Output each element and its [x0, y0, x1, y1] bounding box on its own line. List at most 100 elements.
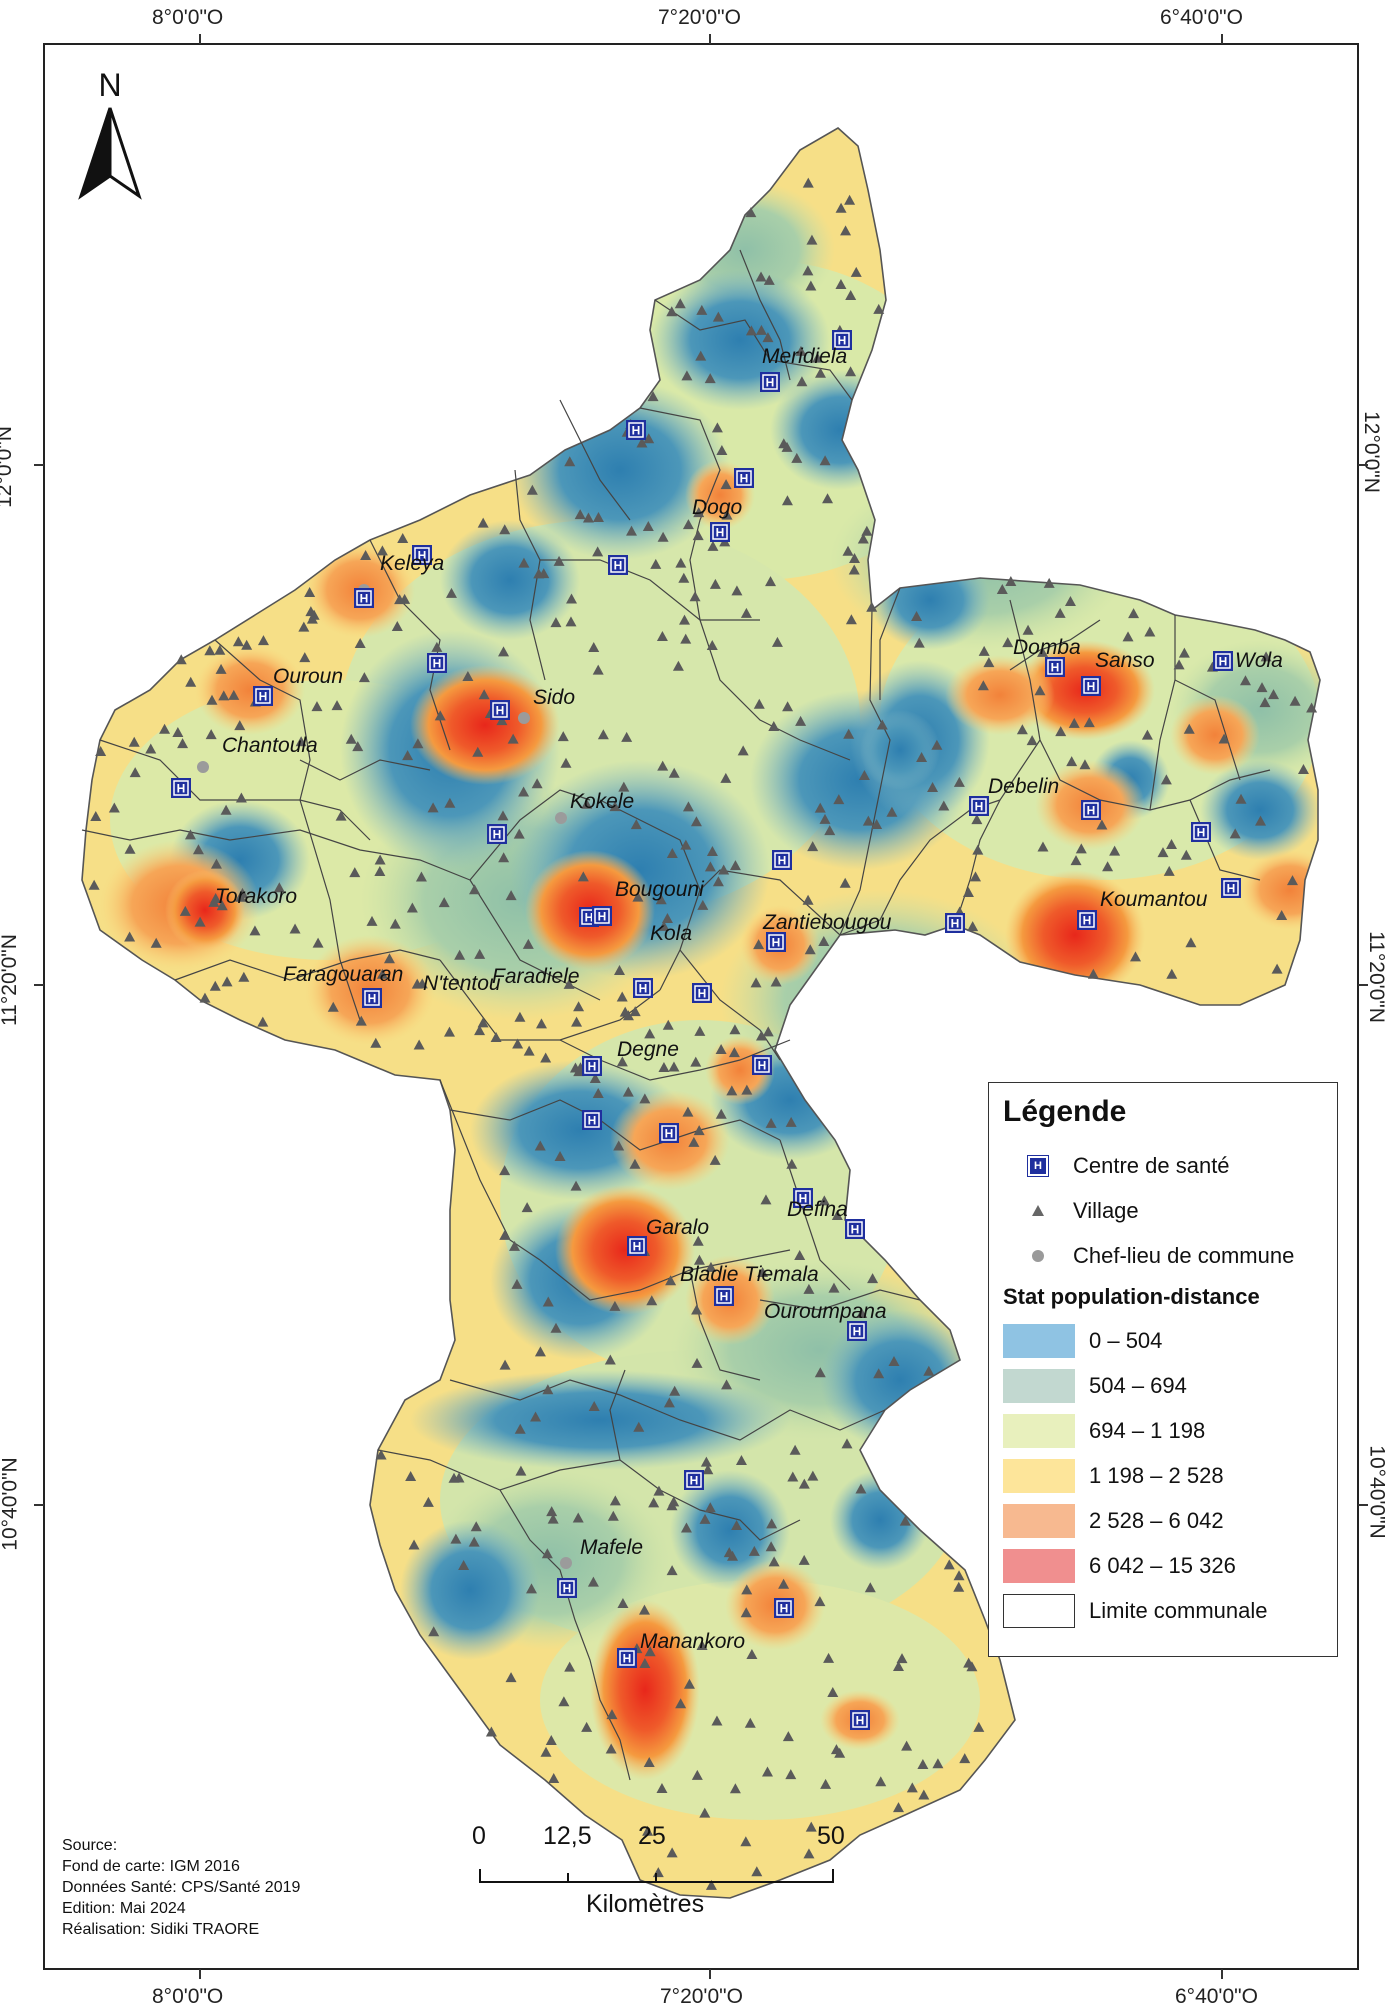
- village-marker: [704, 373, 716, 384]
- village-marker: [1141, 729, 1153, 740]
- svg-text:H: H: [614, 559, 623, 573]
- village-marker: [592, 1088, 604, 1099]
- hospital-icon: H: [608, 555, 628, 575]
- hospital-icon: H: [847, 1321, 867, 1341]
- village-marker: [970, 871, 982, 882]
- village-marker: [693, 1254, 705, 1265]
- village-marker: [762, 1026, 774, 1037]
- village-marker: [661, 913, 673, 924]
- scale-tick-12-5: 12,5: [543, 1822, 592, 1850]
- village-marker: [587, 1576, 599, 1587]
- village-marker: [306, 613, 318, 624]
- hospital-icon: H: [412, 545, 432, 565]
- village-marker: [534, 1346, 546, 1357]
- village-marker: [509, 1240, 521, 1251]
- village-marker: [172, 726, 184, 737]
- village-marker: [814, 1367, 826, 1378]
- village-marker: [761, 1766, 773, 1777]
- village-marker: [609, 1495, 621, 1506]
- village-marker: [462, 670, 474, 681]
- village-marker: [762, 332, 774, 343]
- hospital-icon: H: [752, 1055, 772, 1075]
- village-marker: [820, 1778, 832, 1789]
- hospital-icon: H: [633, 978, 653, 998]
- label-kola: Kola: [650, 922, 692, 945]
- village-marker: [666, 1500, 678, 1511]
- svg-text:H: H: [1087, 680, 1096, 694]
- village-marker: [971, 814, 983, 825]
- hospital-icon: H: [684, 1470, 704, 1490]
- village-markers: [88, 177, 1318, 1890]
- village-marker: [626, 525, 638, 536]
- village-marker: [740, 1836, 752, 1847]
- hospital-icon: H: [692, 983, 712, 1003]
- scale-tick-0: 0: [472, 1822, 486, 1850]
- village-marker: [497, 810, 509, 821]
- village-marker: [570, 1180, 582, 1191]
- village-marker: [1087, 968, 1099, 979]
- village-marker: [607, 1510, 619, 1521]
- village-marker: [218, 690, 230, 701]
- village-marker: [1271, 963, 1283, 974]
- credits-block: Source: Fond de carte: IGM 2016 Données …: [62, 1835, 300, 1940]
- village-marker: [901, 1740, 913, 1751]
- village-marker: [352, 741, 364, 752]
- village-marker: [1016, 724, 1028, 735]
- village-marker: [548, 1773, 560, 1784]
- legend-health-center-label: Centre de santé: [1073, 1152, 1230, 1178]
- village-marker: [771, 636, 783, 647]
- village-marker: [744, 1717, 756, 1728]
- hospital-icon: H: [1191, 822, 1211, 842]
- hospital-icon: H: [627, 1236, 647, 1256]
- village-marker: [391, 620, 403, 631]
- village-marker: [304, 587, 316, 598]
- village-marker: [794, 1249, 806, 1260]
- village-marker: [705, 1261, 717, 1272]
- village-marker: [257, 1016, 269, 1027]
- village-marker: [814, 802, 826, 813]
- village-marker: [867, 1273, 879, 1284]
- village-marker: [839, 877, 851, 888]
- triangle-icon: [1032, 1205, 1044, 1216]
- village-marker: [458, 1559, 470, 1570]
- village-marker: [731, 1520, 743, 1531]
- village-marker: [657, 760, 669, 771]
- village-marker: [1037, 841, 1049, 852]
- village-marker: [1260, 651, 1272, 662]
- village-marker: [795, 345, 807, 356]
- village-marker: [499, 1229, 511, 1240]
- village-marker: [757, 1267, 769, 1278]
- village-marker: [496, 715, 508, 726]
- village-marker: [682, 519, 694, 530]
- village-marker: [1160, 774, 1172, 785]
- village-marker: [526, 484, 538, 495]
- village-marker: [1157, 847, 1169, 858]
- village-marker: [643, 1756, 655, 1767]
- village-marker: [1064, 595, 1076, 606]
- village-marker: [204, 645, 216, 656]
- village-marker: [845, 614, 857, 625]
- village-marker: [798, 1478, 810, 1489]
- hospital-icon: H: [171, 778, 191, 798]
- village-marker: [1173, 659, 1185, 670]
- village-marker: [755, 324, 767, 335]
- village-marker: [531, 778, 543, 789]
- svg-text:H: H: [259, 690, 268, 704]
- village-marker: [145, 743, 157, 754]
- village-marker: [1287, 875, 1299, 886]
- village-marker: [553, 555, 565, 566]
- village-marker: [542, 1384, 554, 1395]
- hospital-icon: H: [626, 420, 646, 440]
- village-marker: [802, 265, 814, 276]
- hospital-icon: H: [1081, 800, 1101, 820]
- village-marker: [896, 1653, 908, 1664]
- village-marker: [128, 736, 140, 747]
- village-marker: [474, 1025, 486, 1036]
- village-marker: [564, 456, 576, 467]
- village-marker: [692, 1235, 704, 1246]
- legend-stat-title: Stat population-distance: [1003, 1284, 1260, 1309]
- village-marker: [312, 937, 324, 948]
- village-marker: [1306, 702, 1318, 713]
- village-marker: [751, 1866, 763, 1877]
